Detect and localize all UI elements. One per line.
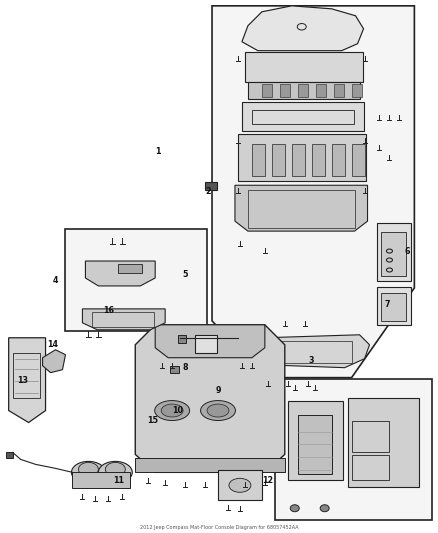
Polygon shape [85,261,155,286]
Bar [352,144,364,176]
Text: 12: 12 [262,476,273,485]
Bar [298,415,332,474]
Bar [348,398,419,487]
Text: 14: 14 [47,340,58,349]
Bar [292,144,305,176]
Bar [6,453,13,458]
Polygon shape [260,335,370,368]
Bar [178,335,186,343]
Ellipse shape [99,462,132,483]
Bar [195,335,217,353]
Bar [280,84,290,96]
Text: 5: 5 [182,270,188,279]
Bar [288,401,343,480]
Text: 15: 15 [147,416,158,425]
Bar [218,470,262,500]
Bar [352,455,389,480]
Bar [72,472,130,488]
Bar [352,84,361,96]
Bar [248,190,355,228]
Bar [205,182,217,190]
Polygon shape [135,325,285,472]
Polygon shape [235,185,367,231]
Bar [13,353,39,398]
Ellipse shape [290,505,299,512]
Text: 13: 13 [17,376,28,385]
Ellipse shape [161,404,183,417]
Bar [381,232,406,276]
Bar [312,144,325,176]
Bar [378,223,411,281]
Text: 2012 Jeep Compass Mat-Floor Console Diagram for 68057452AA: 2012 Jeep Compass Mat-Floor Console Diag… [140,525,298,530]
Polygon shape [155,325,265,358]
Polygon shape [42,350,66,373]
Bar [352,421,389,453]
Bar [135,458,285,472]
Bar [118,264,142,273]
Bar [275,378,432,520]
Bar [378,287,411,325]
Polygon shape [242,6,364,51]
Ellipse shape [155,401,190,421]
Bar [245,52,363,82]
Polygon shape [212,6,414,378]
Bar [262,84,272,96]
Text: 16: 16 [103,306,114,316]
Text: 8: 8 [182,363,188,372]
Ellipse shape [106,462,125,477]
Text: 3: 3 [309,356,314,365]
Ellipse shape [78,462,99,477]
Text: 4: 4 [53,277,58,286]
Text: 7: 7 [385,301,390,309]
Bar [238,134,366,181]
Bar [298,84,308,96]
Ellipse shape [320,505,329,512]
Text: 1: 1 [155,147,161,156]
Bar [334,84,343,96]
Bar [242,101,364,132]
Text: 10: 10 [173,406,184,415]
Polygon shape [82,309,165,330]
Bar [316,84,326,96]
Ellipse shape [207,404,229,417]
Bar [252,144,265,176]
Bar [252,110,353,124]
Bar [332,144,345,176]
Bar [248,82,360,99]
Text: 9: 9 [215,386,221,395]
Ellipse shape [71,462,106,483]
Bar [272,144,285,176]
Bar [170,366,179,373]
Text: 11: 11 [113,476,124,485]
Polygon shape [9,338,46,423]
Bar [272,341,352,362]
Ellipse shape [229,478,251,492]
Bar [66,229,207,331]
Bar [92,312,154,327]
Bar [381,293,406,321]
Text: 2: 2 [205,187,211,196]
Ellipse shape [201,401,236,421]
Text: 6: 6 [405,247,410,255]
